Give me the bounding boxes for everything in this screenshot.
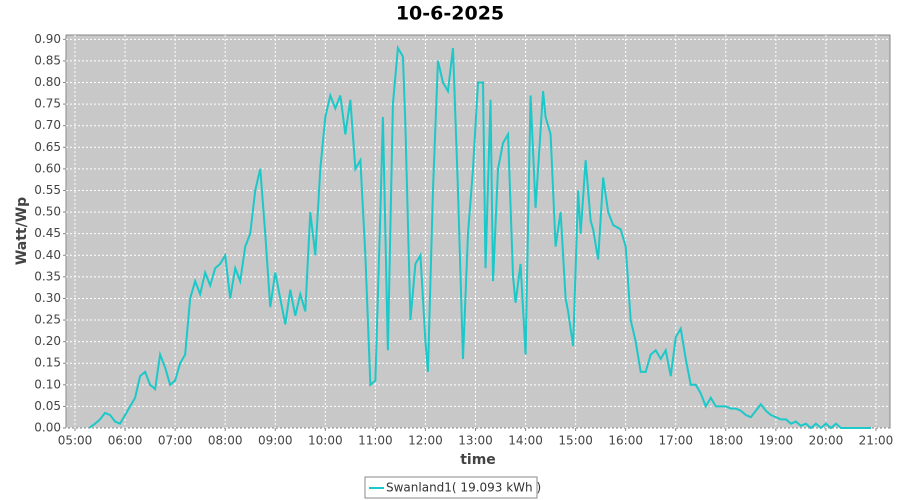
x-tick-label: 21:00 xyxy=(859,434,894,448)
x-tick-label: 10:00 xyxy=(308,434,343,448)
y-tick-label: 0.85 xyxy=(34,53,61,67)
y-tick-label: 0.20 xyxy=(34,334,61,348)
y-tick-label: 0.30 xyxy=(34,291,61,305)
y-tick-label: 0.35 xyxy=(34,269,61,283)
x-tick-label: 09:00 xyxy=(258,434,293,448)
y-tick-label: 0.70 xyxy=(34,118,61,132)
x-tick-label: 16:00 xyxy=(608,434,643,448)
x-tick-label: 08:00 xyxy=(208,434,243,448)
y-tick-label: 0.15 xyxy=(34,356,61,370)
y-tick-label: 0.25 xyxy=(34,313,61,327)
y-tick-label: 0.40 xyxy=(34,248,61,262)
legend-box xyxy=(364,476,538,499)
x-tick-label: 11:00 xyxy=(358,434,393,448)
y-tick-label: 0.00 xyxy=(34,421,61,435)
x-axis-label: time xyxy=(460,452,496,468)
legend: Swanland1( 19.093 kWh ) xyxy=(364,476,541,499)
x-tick-label: 06:00 xyxy=(108,434,143,448)
x-tick-label: 20:00 xyxy=(809,434,844,448)
y-tick-label: 0.05 xyxy=(34,399,61,413)
plot-area xyxy=(65,34,891,429)
y-tick-label: 0.50 xyxy=(34,205,61,219)
y-tick-label: 0.10 xyxy=(34,377,61,391)
x-tick-label: 07:00 xyxy=(158,434,193,448)
x-tick-label: 18:00 xyxy=(709,434,744,448)
y-tick-label: 0.80 xyxy=(34,75,61,89)
x-tick-label: 15:00 xyxy=(558,434,593,448)
x-tick-label: 17:00 xyxy=(658,434,693,448)
y-tick-label: 0.90 xyxy=(34,32,61,46)
x-tick-label: 12:00 xyxy=(408,434,443,448)
y-tick-label: 0.55 xyxy=(34,183,61,197)
y-tick-label: 0.60 xyxy=(34,161,61,175)
legend-label: Swanland1( 19.093 kWh ) xyxy=(386,481,541,495)
x-tick-label: 13:00 xyxy=(458,434,493,448)
x-tick-label: 19:00 xyxy=(759,434,794,448)
x-tick-label: 05:00 xyxy=(58,434,93,448)
y-tick-label: 0.65 xyxy=(34,140,61,154)
y-axis-label: Watt/Wp xyxy=(14,197,30,265)
chart-title: 10-6-2025 xyxy=(396,3,504,25)
y-tick-label: 0.75 xyxy=(34,97,61,111)
y-tick-label: 0.45 xyxy=(34,226,61,240)
x-tick-label: 14:00 xyxy=(508,434,543,448)
series-line xyxy=(88,44,871,430)
